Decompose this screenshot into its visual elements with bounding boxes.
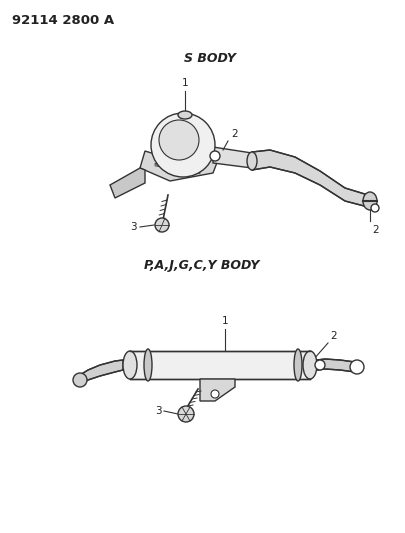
- Text: 1: 1: [182, 78, 188, 88]
- Polygon shape: [200, 379, 235, 401]
- Circle shape: [73, 373, 87, 387]
- Circle shape: [315, 360, 325, 370]
- Text: S BODY: S BODY: [184, 52, 236, 64]
- Ellipse shape: [294, 349, 302, 381]
- Circle shape: [151, 113, 215, 177]
- Polygon shape: [317, 359, 355, 372]
- Text: 92114 2800 A: 92114 2800 A: [12, 14, 114, 27]
- Ellipse shape: [363, 192, 377, 210]
- Text: P,A,J,G,C,Y BODY: P,A,J,G,C,Y BODY: [144, 259, 260, 271]
- Text: 2: 2: [372, 225, 379, 235]
- Polygon shape: [213, 147, 252, 168]
- Polygon shape: [140, 151, 218, 181]
- Text: 2: 2: [330, 331, 337, 341]
- Ellipse shape: [123, 351, 137, 379]
- Ellipse shape: [303, 351, 317, 379]
- Circle shape: [155, 218, 169, 232]
- Circle shape: [371, 204, 379, 212]
- Polygon shape: [80, 360, 123, 384]
- Text: 3: 3: [130, 222, 137, 232]
- Polygon shape: [130, 351, 310, 379]
- Text: 1: 1: [222, 316, 228, 326]
- Ellipse shape: [247, 152, 257, 170]
- Circle shape: [350, 360, 364, 374]
- Ellipse shape: [178, 111, 192, 119]
- Circle shape: [210, 151, 220, 161]
- Ellipse shape: [144, 349, 152, 381]
- Circle shape: [159, 120, 199, 160]
- Polygon shape: [110, 168, 145, 198]
- Text: 3: 3: [156, 406, 162, 416]
- Circle shape: [211, 390, 219, 398]
- Circle shape: [178, 406, 194, 422]
- Polygon shape: [252, 150, 368, 207]
- Text: 2: 2: [231, 129, 238, 139]
